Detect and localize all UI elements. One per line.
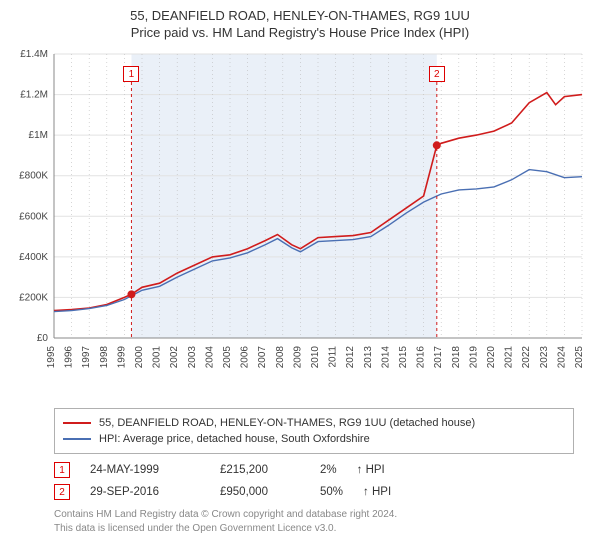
svg-text:2003: 2003 xyxy=(187,346,198,369)
svg-text:2020: 2020 xyxy=(486,346,497,369)
chart-marker-badge: 1 xyxy=(123,66,139,82)
svg-text:£1.4M: £1.4M xyxy=(20,49,48,60)
svg-text:2024: 2024 xyxy=(556,346,567,369)
legend-swatch xyxy=(63,438,91,440)
svg-text:1995: 1995 xyxy=(46,346,57,369)
svg-text:2017: 2017 xyxy=(433,346,444,369)
svg-text:£1M: £1M xyxy=(29,130,48,141)
sale-row: 2 29-SEP-2016 £950,000 50% ↑ HPI xyxy=(54,484,574,500)
footer-line-2: This data is licensed under the Open Gov… xyxy=(54,522,574,536)
page-title: 55, DEANFIELD ROAD, HENLEY-ON-THAMES, RG… xyxy=(10,8,590,23)
svg-text:2001: 2001 xyxy=(152,346,163,369)
svg-text:1999: 1999 xyxy=(116,346,127,369)
legend-item: 55, DEANFIELD ROAD, HENLEY-ON-THAMES, RG… xyxy=(63,415,565,431)
svg-text:2018: 2018 xyxy=(451,346,462,369)
svg-text:2007: 2007 xyxy=(257,346,268,369)
sale-note: ↑ HPI xyxy=(357,464,385,476)
sale-pct: 50% xyxy=(320,486,343,498)
footer-line-1: Contains HM Land Registry data © Crown c… xyxy=(54,508,574,522)
chart-marker-badge: 2 xyxy=(429,66,445,82)
legend-swatch xyxy=(63,422,91,424)
sale-note: ↑ HPI xyxy=(363,486,391,498)
svg-text:2023: 2023 xyxy=(539,346,550,369)
svg-text:2004: 2004 xyxy=(204,346,215,369)
svg-text:£0: £0 xyxy=(37,333,49,344)
sale-events: 1 24-MAY-1999 £215,200 2% ↑ HPI 2 29-SEP-2016 £… xyxy=(54,462,574,500)
svg-text:£400K: £400K xyxy=(19,252,48,263)
svg-text:2011: 2011 xyxy=(328,346,339,368)
sale-badge: 2 xyxy=(54,484,70,500)
svg-text:2021: 2021 xyxy=(504,346,515,369)
chart-svg: £0 £200K £400K £600K £800K £1M £1.2M £1.4M 1995 1… xyxy=(10,48,590,398)
svg-text:1996: 1996 xyxy=(64,346,75,369)
sale-row: 1 24-MAY-1999 £215,200 2% ↑ HPI xyxy=(54,462,574,478)
svg-text:1997: 1997 xyxy=(81,346,92,369)
svg-text:£800K: £800K xyxy=(19,171,48,182)
sale-price: £215,200 xyxy=(220,464,300,476)
svg-text:1998: 1998 xyxy=(99,346,110,369)
sale-pct: 2% xyxy=(320,464,337,476)
svg-text:2008: 2008 xyxy=(275,346,286,369)
svg-text:2019: 2019 xyxy=(468,346,479,369)
sale-badge: 1 xyxy=(54,462,70,478)
legend-label: 55, DEANFIELD ROAD, HENLEY-ON-THAMES, RG… xyxy=(99,417,475,429)
svg-text:2012: 2012 xyxy=(345,346,356,369)
legend-label: HPI: Average price, detached house, Sout… xyxy=(99,433,370,445)
svg-text:2014: 2014 xyxy=(380,346,391,369)
sale-date: 24-MAY-1999 xyxy=(90,464,200,476)
page-subtitle: Price paid vs. HM Land Registry's House … xyxy=(10,25,590,40)
svg-text:£600K: £600K xyxy=(19,211,48,222)
svg-text:2015: 2015 xyxy=(398,346,409,369)
sale-date: 29-SEP-2016 xyxy=(90,486,200,498)
svg-text:2016: 2016 xyxy=(416,346,427,369)
svg-text:2013: 2013 xyxy=(363,346,374,369)
data-attribution: Contains HM Land Registry data © Crown c… xyxy=(54,508,574,535)
svg-text:2000: 2000 xyxy=(134,346,145,369)
svg-text:2006: 2006 xyxy=(240,346,251,369)
svg-text:2025: 2025 xyxy=(574,346,585,369)
legend-item: HPI: Average price, detached house, Sout… xyxy=(63,431,565,447)
svg-text:£1.2M: £1.2M xyxy=(20,90,48,101)
svg-text:2005: 2005 xyxy=(222,346,233,369)
svg-text:2010: 2010 xyxy=(310,346,321,369)
svg-text:£200K: £200K xyxy=(19,292,48,303)
sale-price: £950,000 xyxy=(220,486,300,498)
svg-text:2009: 2009 xyxy=(292,346,303,369)
svg-text:2002: 2002 xyxy=(169,346,180,369)
svg-text:2022: 2022 xyxy=(521,346,532,369)
chart-legend: 55, DEANFIELD ROAD, HENLEY-ON-THAMES, RG… xyxy=(54,408,574,454)
price-chart: £0 £200K £400K £600K £800K £1M £1.2M £1.4M 1995 1… xyxy=(10,48,590,398)
